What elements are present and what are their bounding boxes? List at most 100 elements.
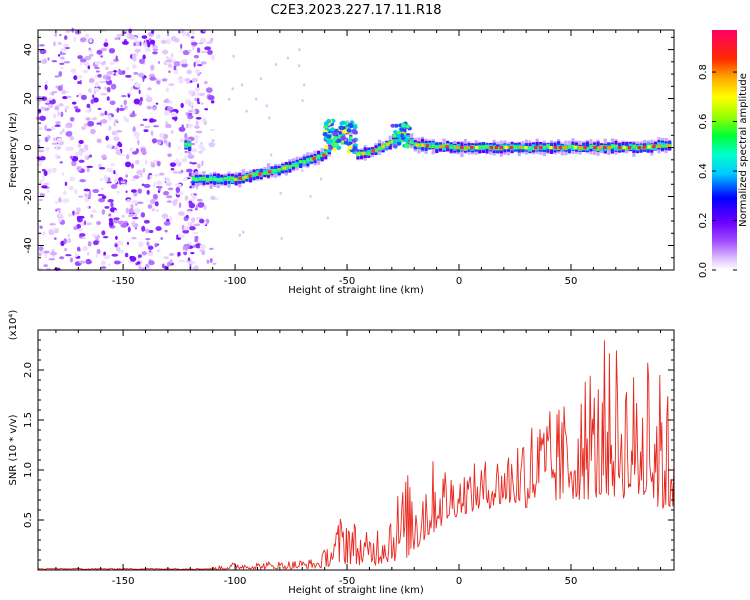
noise-blob bbox=[208, 141, 216, 148]
ridge-cell bbox=[442, 144, 446, 147]
noise-blob bbox=[85, 259, 93, 265]
noise-blob bbox=[60, 66, 64, 70]
noise-blob bbox=[71, 160, 77, 167]
noise-blob bbox=[169, 162, 177, 167]
noise-blob bbox=[88, 206, 91, 209]
noise-blob bbox=[186, 69, 192, 75]
ridge-cell bbox=[184, 144, 188, 149]
noise-blob bbox=[89, 38, 93, 43]
ridge-cell bbox=[660, 145, 665, 148]
ridge-bump bbox=[395, 133, 401, 138]
noise-blob bbox=[168, 83, 175, 87]
ridge-core-cell bbox=[539, 145, 543, 150]
ridge-bump bbox=[324, 145, 330, 150]
ridge-core-cell bbox=[258, 172, 262, 176]
noise-blob bbox=[125, 174, 129, 178]
noise-blob bbox=[75, 151, 80, 156]
noise-blob bbox=[55, 154, 59, 160]
ridge-core-cell bbox=[608, 145, 612, 150]
noise-blob bbox=[36, 156, 41, 160]
noise-blob bbox=[108, 125, 112, 131]
ridge-cell bbox=[428, 142, 432, 147]
noise-blob bbox=[184, 195, 189, 201]
ridge-cell bbox=[385, 144, 389, 149]
noise-blob bbox=[301, 169, 304, 173]
noise-blob bbox=[43, 182, 50, 186]
ridge-cell bbox=[571, 146, 575, 151]
ridge-cell bbox=[363, 152, 367, 155]
noise-blob bbox=[176, 237, 182, 240]
noise-blob bbox=[200, 102, 204, 105]
ridge-cell bbox=[277, 168, 281, 171]
noise-blob bbox=[126, 198, 131, 203]
noise-blob bbox=[200, 61, 207, 65]
noise-blob bbox=[123, 105, 128, 110]
noise-blob bbox=[78, 195, 84, 198]
noise-blob bbox=[125, 67, 130, 71]
noise-blob bbox=[198, 92, 205, 97]
noise-blob bbox=[113, 136, 120, 141]
noise-blob bbox=[35, 163, 43, 167]
noise-blob bbox=[163, 139, 168, 144]
noise-blob bbox=[59, 161, 63, 164]
ridge-cell bbox=[402, 132, 407, 135]
noise-blob bbox=[54, 33, 58, 37]
noise-blob bbox=[203, 204, 207, 210]
noise-blob bbox=[131, 200, 139, 204]
noise-blob bbox=[125, 118, 129, 123]
ridge-core-cell bbox=[627, 145, 632, 150]
noise-blob bbox=[55, 121, 61, 125]
ridge-cell bbox=[345, 127, 349, 131]
ridge-core-cell bbox=[361, 151, 366, 156]
noise-blob bbox=[120, 104, 123, 108]
noise-blob bbox=[145, 263, 149, 267]
noise-blob bbox=[73, 37, 77, 42]
noise-blob bbox=[111, 130, 117, 136]
noise-blob bbox=[210, 54, 216, 61]
noise-blob bbox=[197, 201, 205, 208]
noise-blob bbox=[156, 139, 164, 143]
noise-blob bbox=[127, 33, 135, 40]
ridge-cell bbox=[284, 164, 288, 169]
noise-blob bbox=[210, 195, 216, 201]
noise-blob bbox=[113, 217, 120, 220]
noise-blob bbox=[155, 34, 161, 39]
noise-blob bbox=[68, 185, 75, 191]
noise-blob bbox=[78, 75, 83, 79]
ridge-cell bbox=[320, 152, 324, 157]
noise-blob bbox=[144, 39, 147, 46]
ridge-cell bbox=[306, 158, 310, 162]
noise-blob bbox=[167, 187, 174, 191]
y-tick-label: 2.0 bbox=[23, 362, 34, 378]
noise-blob bbox=[195, 69, 201, 74]
noise-blob bbox=[64, 46, 71, 50]
noise-blob bbox=[163, 221, 171, 226]
ridge-cell bbox=[610, 144, 614, 148]
noise-blob bbox=[101, 230, 106, 236]
noise-blob bbox=[158, 185, 161, 192]
noise-blob bbox=[63, 238, 67, 244]
noise-blob bbox=[134, 48, 141, 53]
noise-blob bbox=[79, 37, 87, 43]
ridge-bump bbox=[405, 124, 411, 129]
noise-blob bbox=[179, 234, 185, 239]
noise-blob bbox=[121, 70, 126, 75]
noise-blob bbox=[125, 153, 130, 160]
ridge-bump bbox=[343, 140, 349, 145]
noise-blob bbox=[90, 99, 95, 104]
snr-x-ticks: -150 -100 -50 0 50 bbox=[55, 330, 662, 587]
noise-blob bbox=[59, 131, 63, 135]
noise-blob bbox=[110, 83, 117, 90]
noise-blob bbox=[88, 47, 92, 51]
noise-blob bbox=[156, 80, 161, 85]
noise-blob bbox=[103, 251, 106, 256]
ridge-core-cell bbox=[563, 145, 568, 150]
ridge-cell bbox=[302, 160, 306, 164]
noise-blob bbox=[78, 150, 83, 157]
ridge-cell bbox=[349, 136, 353, 140]
noise-blob bbox=[64, 181, 68, 187]
ridge-bump bbox=[328, 145, 334, 150]
noise-blob bbox=[174, 183, 182, 187]
noise-blob bbox=[96, 122, 101, 125]
colorbar-ticks: 0.0 0.2 0.4 0.6 0.8 bbox=[698, 64, 737, 278]
